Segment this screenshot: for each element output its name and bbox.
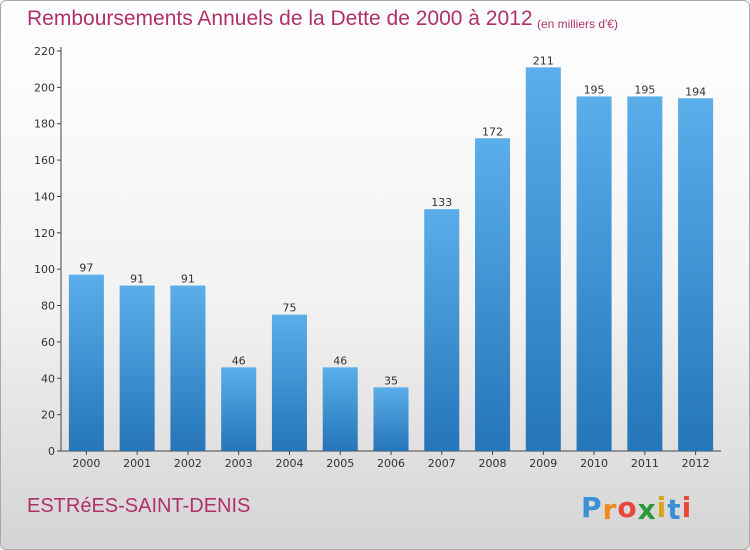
x-tick-label: 2007 — [428, 457, 456, 470]
x-tick-label: 2000 — [72, 457, 100, 470]
x-tick-label: 2002 — [174, 457, 202, 470]
bar — [271, 314, 307, 451]
bar-value-label: 172 — [482, 125, 503, 138]
logo-letter: r — [602, 493, 618, 526]
chart-unit-label: (en milliers d'€) — [537, 17, 618, 31]
bars — [68, 67, 714, 452]
y-tick-label: 100 — [34, 263, 55, 276]
bar — [68, 274, 104, 451]
bar-value-label: 46 — [232, 354, 246, 367]
x-tick-label: 2011 — [631, 457, 659, 470]
y-tick-label: 20 — [41, 409, 55, 422]
bar-value-label: 195 — [584, 83, 605, 96]
commune-name: ESTRéES-SAINT-DENIS — [27, 495, 251, 517]
logo-letter: i — [681, 491, 693, 524]
bar-value-label: 46 — [333, 354, 347, 367]
bar — [525, 67, 561, 451]
bar-chart: 0 20 40 60 80 100 120 140 160 180 200 220 2000 2001 20… — [34, 45, 721, 470]
x-tick-label: 2001 — [123, 457, 151, 470]
bar-value-label: 75 — [282, 302, 296, 315]
y-tick-label: 160 — [34, 154, 55, 167]
bar — [576, 96, 612, 452]
x-tick-label: 2010 — [580, 457, 608, 470]
bar-value-label: 91 — [181, 273, 195, 286]
data-labels: 97 91 91 46 75 46 35 133 172 211 195 195 194 — [79, 54, 706, 387]
bar — [475, 138, 511, 452]
bar — [424, 209, 460, 451]
y-tick-label: 140 — [34, 190, 55, 203]
bar-value-label: 194 — [685, 85, 706, 98]
bar — [322, 367, 358, 451]
bar — [170, 285, 206, 451]
y-tick-label: 220 — [34, 45, 55, 58]
bar-value-label: 97 — [79, 262, 93, 275]
bar-value-label: 35 — [384, 374, 398, 387]
logo-letter: i — [656, 491, 668, 524]
bar — [221, 367, 257, 451]
x-tick-label: 2005 — [326, 457, 354, 470]
bar — [119, 285, 155, 451]
y-tick-label: 0 — [48, 445, 55, 458]
bar-value-label: 195 — [634, 83, 655, 96]
bar — [678, 98, 714, 451]
x-tick-label: 2006 — [377, 457, 405, 470]
x-tick-label: 2009 — [529, 457, 557, 470]
y-tick-label: 200 — [34, 81, 55, 94]
chart-title: Remboursements Annuels de la Dette de 20… — [27, 7, 533, 30]
y-tick-label: 120 — [34, 227, 55, 240]
x-tick-label: 2008 — [479, 457, 507, 470]
x-tick-label: 2003 — [225, 457, 253, 470]
y-tick-label: 80 — [41, 300, 55, 313]
logo-letter: x — [637, 493, 657, 526]
bar-value-label: 91 — [130, 273, 144, 286]
logo-letter: t — [667, 493, 682, 526]
logo-letter: o — [617, 491, 638, 524]
bar-value-label: 211 — [533, 54, 554, 67]
bar — [373, 387, 409, 451]
bar-value-label: 133 — [431, 196, 452, 209]
bar — [627, 96, 663, 452]
y-tick-label: 60 — [41, 336, 55, 349]
x-tick-label: 2012 — [682, 457, 710, 470]
y-tick-label: 180 — [34, 118, 55, 131]
y-tick-label: 40 — [41, 372, 55, 385]
x-tick-label: 2004 — [275, 457, 303, 470]
proxiti-logo: Proxiti — [581, 491, 693, 526]
logo-letter: P — [581, 491, 603, 524]
